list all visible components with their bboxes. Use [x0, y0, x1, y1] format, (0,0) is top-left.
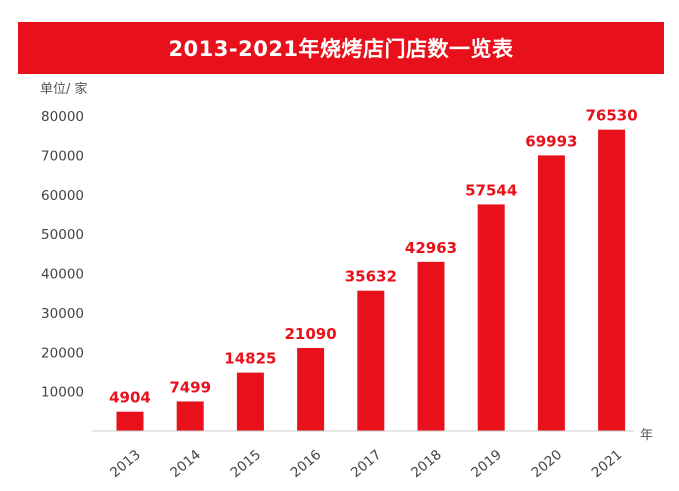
data-label-2018: 42963 [405, 239, 457, 257]
y-tick-label: 20000 [41, 345, 84, 361]
x-tick-label: 2018 [408, 447, 445, 481]
data-label-2021: 76530 [586, 107, 638, 125]
y-tick-label: 70000 [41, 148, 84, 164]
x-tick-label: 2019 [468, 447, 505, 481]
data-label-2014: 7499 [169, 378, 211, 396]
bar-2015 [236, 372, 264, 431]
bar-2017 [357, 290, 385, 431]
bar-2020 [537, 155, 565, 431]
x-tick-label: 2020 [529, 447, 566, 481]
y-tick-label: 60000 [41, 188, 84, 204]
data-label-2015: 14825 [224, 350, 276, 368]
bar-2013 [116, 411, 144, 431]
data-label-2020: 69993 [525, 132, 577, 150]
x-tick-label: 2015 [228, 447, 265, 481]
y-tick-label: 50000 [41, 227, 84, 243]
bar-2019 [477, 204, 505, 431]
bar-2021 [598, 129, 626, 431]
y-axis-ticks: 10000 20000 30000 40000 50000 60000 70000 80000 [41, 109, 84, 401]
chart-title: 2013-2021年烧烤店门店数一览表 [168, 37, 514, 61]
bars-group [116, 129, 626, 431]
y-tick-label: 40000 [41, 267, 84, 283]
data-label-2013: 4904 [109, 389, 151, 407]
title-banner: 2013-2021年烧烤店门店数一览表 [18, 22, 664, 74]
bar-2016 [297, 347, 325, 431]
bar-2018 [417, 261, 445, 431]
y-tick-label: 80000 [41, 109, 84, 125]
x-tick-label: 2016 [288, 447, 325, 481]
y-tick-label: 30000 [41, 306, 84, 322]
data-label-2017: 35632 [345, 268, 397, 286]
x-tick-label: 2014 [167, 447, 204, 481]
x-tick-label: 2013 [107, 447, 144, 481]
y-tick-label: 10000 [41, 385, 84, 401]
x-tick-label: 2017 [348, 447, 385, 481]
x-unit-label: 年 [640, 428, 654, 443]
bar-2014 [176, 401, 204, 431]
data-labels-group: 4904 7499 14825 21090 35632 42963 57544 69993 76… [109, 107, 638, 407]
x-axis-ticks: 2013 2014 2015 2016 2017 2018 2019 2020 2021 [107, 447, 625, 481]
x-tick-label: 2021 [589, 447, 626, 481]
y-unit-label: 单位/ 家 [40, 82, 88, 97]
data-label-2016: 21090 [285, 325, 337, 343]
data-label-2019: 57544 [465, 181, 517, 199]
